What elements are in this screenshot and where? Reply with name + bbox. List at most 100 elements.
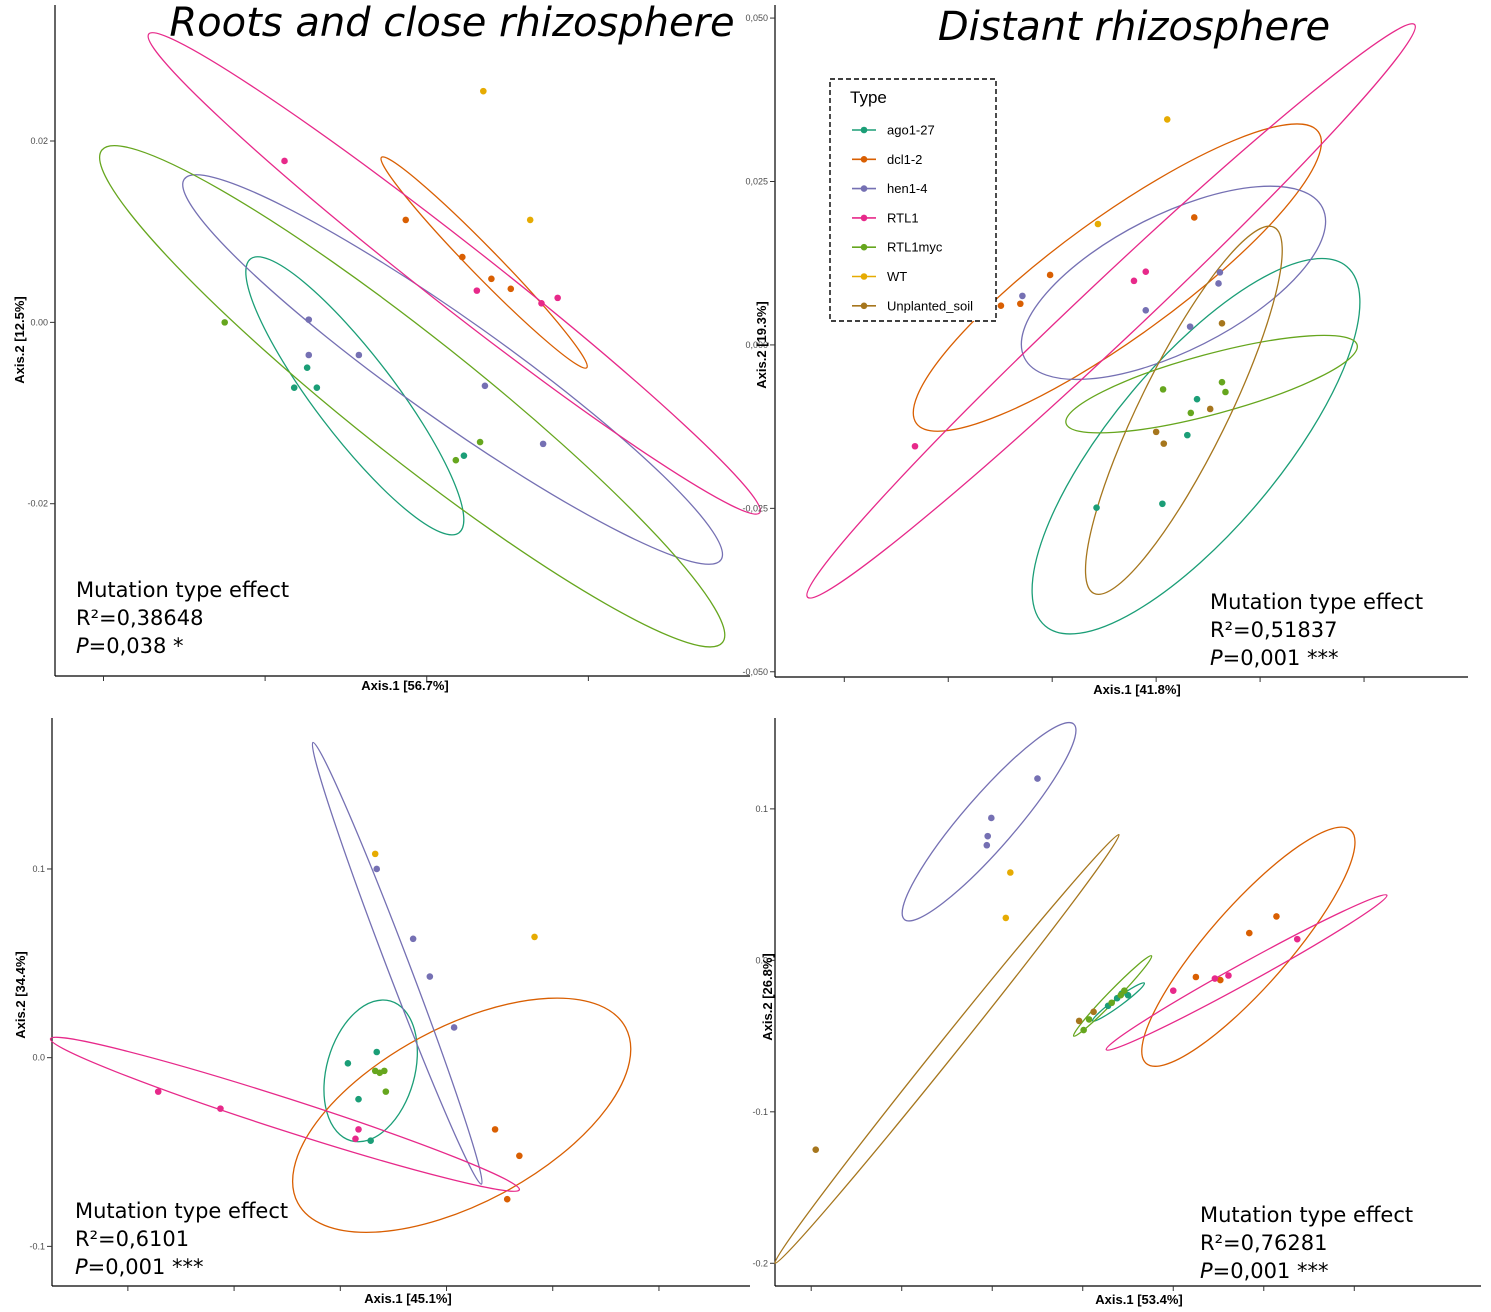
point-dcl1-2 bbox=[402, 216, 410, 224]
y-tick-label: -0.1 bbox=[29, 1241, 45, 1251]
point-ago1-27 bbox=[303, 364, 311, 372]
y-tick-label: -0.1 bbox=[752, 1107, 768, 1117]
point-wt bbox=[1094, 220, 1102, 228]
point-ago1-27 bbox=[1184, 431, 1191, 439]
title-distant-rhizosphere: Distant rhizosphere bbox=[938, 4, 1330, 50]
point-hen1-4 bbox=[305, 316, 313, 323]
point-hen1-4 bbox=[988, 814, 995, 822]
point-dcl1-2 bbox=[1273, 913, 1280, 920]
point-hen1-4 bbox=[984, 832, 992, 840]
point-wt bbox=[526, 216, 534, 224]
legend-entry: hen1-4 bbox=[852, 181, 927, 196]
ordination-panel-2: -0,050 -0,025 0,000 0,025 0,050 Axis.1 [41.8%… bbox=[742, 5, 1468, 697]
point-rtl1 bbox=[154, 1088, 162, 1095]
confidence-ellipse-rtl1 bbox=[147, 32, 761, 515]
y-tick-label: 0.1 bbox=[32, 864, 45, 874]
ordination-panel-1: -0.02 0.00 0.02 Axis.1 [56.7%] Axis.2 [12.5%… bbox=[12, 5, 761, 693]
confidence-ellipse-hen1-4 bbox=[311, 741, 483, 1185]
point-unplanted_soil bbox=[1075, 1017, 1083, 1025]
point-hen1-4 bbox=[983, 841, 991, 849]
point-hen1-4 bbox=[1215, 280, 1222, 287]
y-axis-label: Axis.2 [26.8%] bbox=[760, 953, 775, 1040]
point-dcl1-2 bbox=[491, 1126, 499, 1133]
y-tick-label: 0.0 bbox=[32, 1053, 45, 1063]
legend-swatch-dot bbox=[860, 243, 868, 251]
legend-swatch-dot bbox=[860, 185, 868, 192]
mutation-effect-label: Mutation type effect bbox=[1200, 1203, 1413, 1227]
point-wt bbox=[371, 850, 379, 858]
point-rtl1myc bbox=[476, 438, 484, 446]
point-ago1-27 bbox=[1193, 395, 1201, 403]
point-rtl1myc bbox=[382, 1088, 390, 1095]
y-axis-label: Axis.2 [12.5%] bbox=[12, 296, 27, 383]
point-rtl1myc bbox=[1218, 378, 1226, 386]
confidence-ellipse-dcl1-2 bbox=[912, 123, 1323, 432]
point-hen1-4 bbox=[305, 351, 313, 359]
point-hen1-4 bbox=[539, 440, 547, 448]
legend-label: WT bbox=[887, 269, 907, 284]
point-wt bbox=[480, 87, 487, 95]
point-hen1-4 bbox=[1019, 292, 1026, 300]
y-axis-label: Axis.2 [19.3%] bbox=[754, 301, 769, 388]
legend-swatch-dot bbox=[860, 126, 868, 134]
point-hen1-4 bbox=[373, 865, 381, 873]
y-tick-label: 0.1 bbox=[755, 804, 768, 814]
mutation-effect-label: Mutation type effect bbox=[75, 1199, 288, 1223]
legend-box bbox=[829, 78, 997, 322]
point-ago1-27 bbox=[1159, 500, 1166, 508]
confidence-ellipse-ago1-27 bbox=[245, 256, 465, 536]
confidence-ellipse-hen1-4 bbox=[182, 174, 724, 565]
point-dcl1-2 bbox=[1190, 214, 1198, 221]
point-hen1-4 bbox=[1034, 775, 1041, 782]
legend-swatch-dot bbox=[860, 156, 868, 163]
p-value: P=0,001 *** bbox=[75, 1255, 204, 1279]
y-axis-label: Axis.2 [34.4%] bbox=[13, 951, 28, 1038]
legend-label: ago1-27 bbox=[887, 123, 935, 138]
point-rtl1myc bbox=[1121, 987, 1128, 994]
confidence-ellipse-dcl1-2 bbox=[291, 997, 632, 1233]
confidence-ellipse-dcl1-2 bbox=[1141, 826, 1356, 1067]
point-rtl1 bbox=[217, 1105, 224, 1112]
legend: Type ago1-27 dcl1-2 hen1-4 RTL1 RTL1myc WT Unpl… bbox=[829, 78, 997, 322]
p-symbol: P bbox=[76, 634, 89, 658]
confidence-ellipse-rtl1myc bbox=[1065, 334, 1358, 434]
x-axis-label: Axis.1 [53.4%] bbox=[1095, 1292, 1182, 1307]
r-squared-value: R²=0,76281 bbox=[1200, 1231, 1327, 1255]
x-axis-label: Axis.1 [45.1%] bbox=[364, 1291, 451, 1306]
confidence-ellipse-rtl1 bbox=[1105, 894, 1388, 1051]
y-tick-label: 0.02 bbox=[30, 136, 48, 146]
y-tick-label: 0,000 bbox=[745, 340, 768, 350]
point-rtl1 bbox=[538, 300, 545, 307]
point-unplanted_soil bbox=[1160, 440, 1168, 447]
y-tick-label: -0,050 bbox=[742, 667, 768, 677]
legend-label: dcl1-2 bbox=[887, 152, 922, 167]
point-dcl1-2 bbox=[1017, 300, 1024, 308]
legend-swatch-dot bbox=[860, 273, 868, 280]
r-squared-value: R²=0,6101 bbox=[75, 1227, 189, 1251]
point-hen1-4 bbox=[1216, 269, 1224, 276]
r-squared-value: R²=0,38648 bbox=[76, 606, 203, 630]
point-ago1-27 bbox=[373, 1048, 381, 1056]
point-hen1-4 bbox=[409, 935, 417, 943]
point-dcl1-2 bbox=[507, 285, 515, 293]
confidence-ellipse-ago1-27 bbox=[323, 999, 419, 1143]
p-symbol: P bbox=[1210, 646, 1223, 670]
point-unplanted_soil bbox=[1206, 405, 1214, 413]
point-hen1-4 bbox=[426, 973, 434, 980]
r-squared-value: R²=0,51837 bbox=[1210, 618, 1337, 642]
legend-entry: Unplanted_soil bbox=[852, 298, 973, 313]
mutation-effect-label: Mutation type effect bbox=[1210, 590, 1423, 614]
point-dcl1-2 bbox=[997, 302, 1005, 310]
point-wt bbox=[1163, 116, 1171, 123]
point-wt bbox=[1007, 869, 1014, 876]
point-rtl1myc bbox=[221, 319, 229, 326]
point-rtl1 bbox=[1169, 987, 1177, 994]
mutation-effect-label: Mutation type effect bbox=[76, 578, 289, 602]
p-value-rest: =0,001 *** bbox=[88, 1255, 204, 1279]
legend-swatch-dot bbox=[860, 214, 868, 222]
point-rtl1 bbox=[352, 1135, 359, 1143]
confidence-ellipse-rtl1 bbox=[806, 23, 1416, 599]
legend-entry: dcl1-2 bbox=[852, 152, 922, 167]
point-rtl1myc bbox=[1085, 1016, 1093, 1023]
legend-title: Type bbox=[850, 88, 887, 107]
